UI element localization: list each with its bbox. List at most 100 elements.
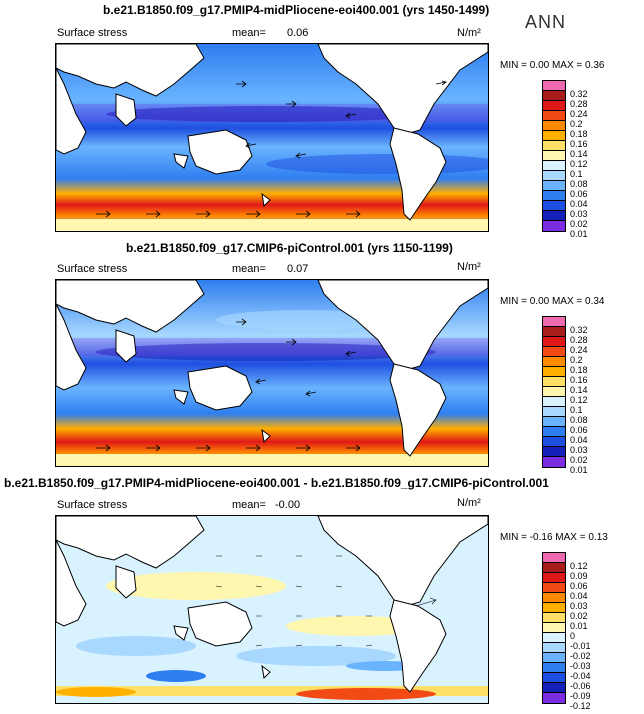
colorbar-swatch [543, 161, 565, 171]
colorbar-swatch [543, 553, 565, 563]
colorbar-swatch [543, 417, 565, 427]
colorbar-swatch [543, 663, 565, 673]
colorbar-swatch [543, 693, 565, 703]
colorbar-swatch [543, 457, 565, 467]
panel2-variable: Surface stress [57, 263, 128, 275]
panel2-wind-vectors [96, 318, 361, 452]
panel2-minmax: MIN = 0.00 MAX = 0.34 [500, 296, 605, 307]
panel2-mean-label: mean= [232, 263, 266, 275]
colorbar-tick-label: 0.32 [570, 325, 588, 335]
colorbar-swatch [543, 121, 565, 131]
colorbar-tick-label: 0.02 [570, 219, 588, 229]
panel1-continents [56, 44, 488, 221]
panel3-mean-value: -0.00 [275, 499, 301, 511]
panel2-mean-value: 0.07 [287, 263, 309, 275]
colorbar-swatch [543, 131, 565, 141]
colorbar-tick-label: 0.01 [570, 621, 588, 631]
colorbar-swatch [543, 407, 565, 417]
colorbar-swatch [543, 171, 565, 181]
colorbar-tick-label: 0.12 [570, 561, 588, 571]
panel3-map [55, 515, 489, 704]
colorbar-tick-label: 0 [570, 631, 576, 641]
panel2-units: N/m² [457, 261, 481, 273]
panel2-colorbar [542, 316, 566, 468]
colorbar-swatch [543, 603, 565, 613]
panel3-colorbar [542, 552, 566, 704]
panel1-mean-label: mean= [232, 27, 266, 39]
panel2-continents [56, 280, 488, 457]
colorbar-tick-label: 0.02 [570, 455, 588, 465]
panel1-map-svg [56, 44, 488, 231]
colorbar-swatch [543, 357, 565, 367]
panel1-mean-value: 0.06 [287, 27, 309, 39]
colorbar-swatch [543, 633, 565, 643]
panel3-wind-vectors [215, 555, 437, 647]
colorbar-swatch [543, 427, 565, 437]
colorbar-swatch [543, 387, 565, 397]
colorbar-tick-label: 0.16 [570, 375, 588, 385]
colorbar-tick-label: 0.2 [570, 355, 583, 365]
colorbar-swatch [543, 151, 565, 161]
colorbar-tick-label: 0.04 [570, 199, 588, 209]
season-label: ANN [525, 12, 567, 32]
panel1-units: N/m² [457, 27, 481, 39]
colorbar-tick-label: 0.24 [570, 109, 588, 119]
colorbar-swatch [543, 81, 565, 91]
colorbar-swatch [543, 101, 565, 111]
colorbar-tick-label: 0.08 [570, 179, 588, 189]
panel2-map-svg [56, 280, 488, 466]
colorbar-swatch [543, 563, 565, 573]
panel1-wind-vectors [96, 80, 447, 218]
panel1-minmax: MIN = 0.00 MAX = 0.36 [500, 60, 605, 71]
colorbar-swatch [543, 653, 565, 663]
colorbar-swatch [543, 221, 565, 231]
colorbar-swatch [543, 317, 565, 327]
colorbar-tick-label: 0.01 [570, 229, 588, 239]
colorbar-tick-label: 0.12 [570, 159, 588, 169]
colorbar-swatch [543, 623, 565, 633]
colorbar-tick-label: 0.09 [570, 571, 588, 581]
colorbar-tick-label: 0.18 [570, 365, 588, 375]
colorbar-tick-label: 0.24 [570, 345, 588, 355]
colorbar-tick-label: 0.32 [570, 89, 588, 99]
colorbar-tick-label: 0.04 [570, 591, 588, 601]
colorbar-swatch [543, 673, 565, 683]
colorbar-tick-label: -0.03 [570, 661, 591, 671]
colorbar-swatch [543, 91, 565, 101]
colorbar-tick-label: -0.04 [570, 671, 591, 681]
colorbar-tick-label: 0.02 [570, 611, 588, 621]
colorbar-swatch [543, 583, 565, 593]
colorbar-swatch [543, 367, 565, 377]
colorbar-swatch [543, 191, 565, 201]
colorbar-tick-label: 0.03 [570, 601, 588, 611]
panel1-map [55, 43, 489, 232]
colorbar-swatch [543, 201, 565, 211]
colorbar-swatch [543, 447, 565, 457]
colorbar-tick-label: 0.28 [570, 99, 588, 109]
colorbar-swatch [543, 337, 565, 347]
colorbar-swatch [543, 593, 565, 603]
colorbar-swatch [543, 683, 565, 693]
colorbar-tick-label: 0.08 [570, 415, 588, 425]
colorbar-swatch [543, 573, 565, 583]
colorbar-tick-label: -0.01 [570, 641, 591, 651]
colorbar-swatch [543, 347, 565, 357]
panel1-title: b.e21.B1850.f09_g17.PMIP4-midPliocene-eo… [103, 3, 490, 17]
panel3-title: b.e21.B1850.f09_g17.PMIP4-midPliocene-eo… [4, 476, 549, 490]
panel3-variable: Surface stress [57, 499, 128, 511]
colorbar-tick-label: 0.16 [570, 139, 588, 149]
panel3-map-svg [56, 516, 488, 703]
colorbar-tick-label: 0.1 [570, 169, 583, 179]
colorbar-swatch [543, 643, 565, 653]
panel2-title: b.e21.B1850.f09_g17.CMIP6-piControl.001 … [126, 241, 453, 255]
colorbar-swatch [543, 397, 565, 407]
colorbar-tick-label: 0.06 [570, 189, 588, 199]
colorbar-swatch [543, 327, 565, 337]
colorbar-tick-label: 0.06 [570, 425, 588, 435]
colorbar-tick-label: 0.14 [570, 385, 588, 395]
colorbar-swatch [543, 613, 565, 623]
colorbar-tick-label: 0.14 [570, 149, 588, 159]
panel3-mean-label: mean= [232, 499, 266, 511]
colorbar-tick-label: 0.06 [570, 581, 588, 591]
panel1-variable: Surface stress [57, 27, 128, 39]
